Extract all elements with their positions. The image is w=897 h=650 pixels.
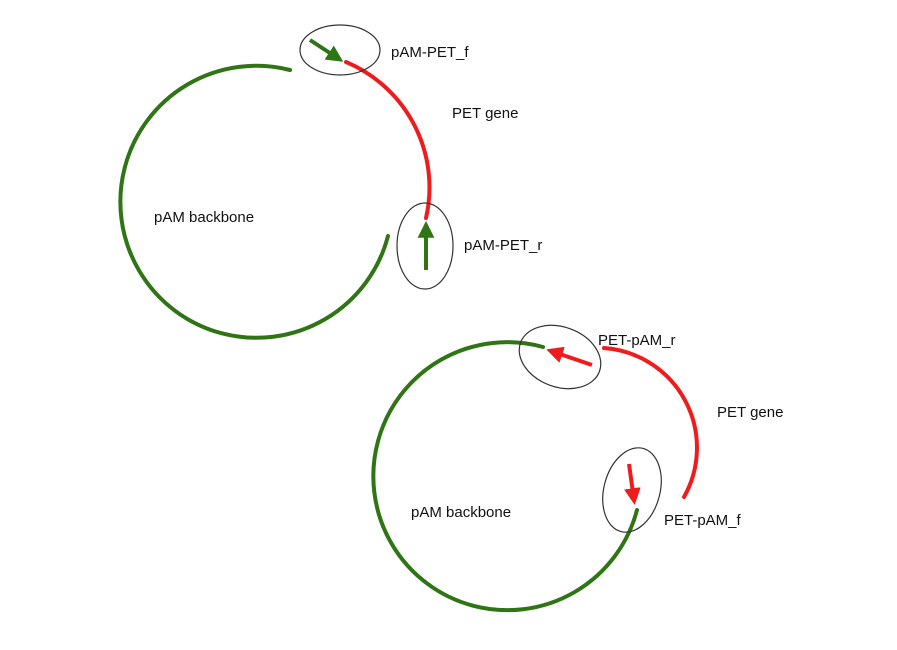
bottom-reverse-primer-arrow [546, 346, 593, 367]
bottom-reverse-primer-callout [518, 324, 602, 390]
top-gene-arc [344, 60, 432, 220]
bottom-gene-label: PET gene [717, 404, 783, 421]
top-reverse-primer-callout [396, 202, 454, 290]
top-backbone-arc [118, 63, 390, 340]
bottom-forward-primer-label: PET-pAM_f [664, 512, 742, 529]
bottom-reverse-primer-label: PET-pAM_r [598, 332, 676, 349]
top-reverse-primer-label: pAM-PET_r [464, 237, 542, 254]
top-plasmid: pAM-PET_f PET gene pAM backbone pAM-PET_… [118, 24, 542, 340]
top-forward-primer-callout [299, 24, 381, 76]
bottom-plasmid: PET-pAM_r PET gene pAM backbone PET-pAM_… [371, 324, 783, 613]
top-forward-primer-label: pAM-PET_f [391, 44, 469, 61]
top-backbone-label: pAM backbone [154, 209, 254, 226]
bottom-gene-arc [602, 346, 699, 499]
top-gene-label: PET gene [452, 105, 518, 122]
bottom-forward-primer-arrow [624, 463, 641, 505]
bottom-forward-primer-callout [602, 447, 662, 533]
bottom-backbone-arc [371, 340, 639, 613]
bottom-backbone-label: pAM backbone [411, 504, 511, 521]
top-forward-primer-arrow [308, 38, 344, 62]
